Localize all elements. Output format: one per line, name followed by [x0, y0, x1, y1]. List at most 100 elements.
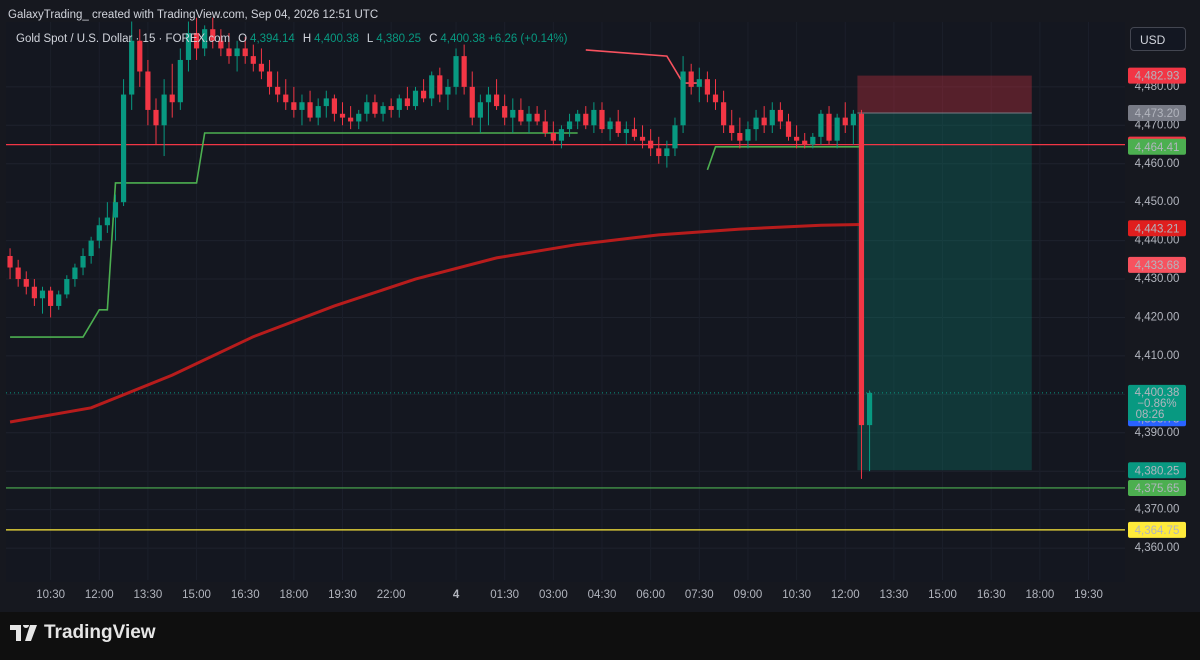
x-tick-label: 06:00: [636, 589, 665, 601]
candle-body: [769, 109, 775, 126]
candle-body: [153, 109, 159, 126]
candle-body: [802, 140, 808, 145]
x-tick-label: 09:00: [734, 589, 763, 601]
x-tick-label: 15:00: [928, 589, 957, 601]
candle-body: [388, 106, 394, 110]
candle-body: [80, 255, 86, 268]
candle-body: [858, 113, 865, 426]
candle-body: [534, 113, 540, 122]
price-tag-label: 4,364.75: [1135, 525, 1180, 537]
candle-body: [712, 94, 719, 103]
candle-body: [615, 121, 621, 133]
x-tick-label: 10:30: [36, 589, 65, 601]
candle-body: [526, 113, 532, 122]
candle-body: [672, 125, 678, 149]
candle-body: [510, 109, 516, 118]
candle-body: [575, 113, 581, 122]
candle-body: [599, 109, 605, 130]
candle-body: [656, 148, 662, 157]
candle-body: [283, 94, 289, 103]
candle-body: [818, 113, 824, 137]
candle-body: [558, 129, 565, 141]
x-tick-label: 18:00: [1025, 589, 1054, 601]
x-tick-label: 16:30: [231, 589, 260, 601]
candle-body: [761, 117, 767, 126]
candle-body: [493, 94, 500, 107]
currency-button[interactable]: USD: [1130, 27, 1186, 51]
candle-body: [364, 102, 370, 114]
candle-body: [104, 217, 110, 226]
candle-body: [445, 86, 451, 95]
candle-body: [680, 71, 686, 126]
x-tick-label: 01:30: [490, 589, 519, 601]
candle-body: [112, 202, 119, 218]
y-tick-label: 4,450.00: [1135, 196, 1180, 208]
candle-body: [421, 90, 427, 99]
target-zone: [857, 113, 1032, 471]
candle-body: [729, 125, 735, 133]
candle-body: [404, 98, 410, 107]
y-tick-label: 4,360.00: [1135, 542, 1180, 554]
high: 4,400.38: [314, 33, 359, 45]
candle-body: [31, 286, 37, 299]
candle-body: [834, 117, 840, 141]
candle-body: [56, 294, 62, 306]
price-tag-label: 4,464.41: [1135, 142, 1180, 154]
candle-body: [566, 121, 573, 130]
price-tag: [1128, 479, 1186, 496]
candle-body: [226, 48, 232, 57]
candle-body: [291, 102, 297, 110]
last-price-tag: [1128, 384, 1186, 421]
price-tag-label: 4,433.68: [1135, 260, 1180, 272]
y-tick-label: 4,430.00: [1135, 273, 1180, 285]
candle-body: [193, 33, 200, 49]
candle-body: [461, 56, 467, 87]
candle-body: [639, 136, 646, 141]
candle-body: [485, 94, 492, 103]
candle-body: [275, 86, 281, 95]
x-tick-label: 07:30: [685, 589, 714, 601]
price-tag: [1128, 256, 1186, 273]
candle-body: [542, 121, 548, 133]
candle-body: [258, 63, 265, 72]
low-key: L: [366, 33, 374, 45]
candle-body: [88, 240, 94, 256]
candle-body: [129, 40, 135, 95]
change: +6.26 (+0.14%): [488, 33, 568, 45]
close: 4,400.38: [440, 33, 486, 45]
brand: TradingView: [44, 622, 156, 643]
x-tick-label: 18:00: [279, 589, 308, 601]
x-tick-label: 19:30: [328, 589, 357, 601]
y-tick-label: 4,480.00: [1135, 81, 1180, 93]
candle-body: [323, 98, 329, 107]
candle-body: [96, 225, 102, 241]
y-tick-label: 4,440.00: [1135, 235, 1180, 247]
credit: GalaxyTrading_ created with TradingView.…: [8, 9, 379, 21]
y-tick-label: 4,370.00: [1135, 504, 1180, 516]
x-tick-label: 12:00: [85, 589, 114, 601]
x-tick-label: 16:30: [977, 589, 1006, 601]
candle-body: [202, 29, 208, 49]
candle-body: [518, 109, 524, 122]
x-tick-label: 10:30: [782, 589, 811, 601]
candle-body: [72, 267, 78, 280]
last-price-change: −0.86%: [1137, 398, 1176, 410]
candle-body: [137, 40, 143, 72]
candle-body: [704, 79, 710, 95]
candle-body: [648, 140, 654, 149]
price-tag: [1128, 138, 1186, 155]
candle-body: [623, 129, 629, 133]
candle-body: [64, 279, 70, 295]
chart: 4,360.004,370.004,380.004,390.004,400.00…: [0, 0, 1200, 612]
candle-body: [299, 102, 305, 110]
candle-body: [453, 56, 459, 87]
candle-body: [429, 75, 435, 99]
x-tick-label: 13:30: [880, 589, 909, 601]
candle-body: [48, 290, 54, 306]
candle-body: [583, 113, 589, 126]
close-key: C: [429, 33, 438, 45]
y-tick-label: 4,410.00: [1135, 350, 1180, 362]
price-tag-label: 4,473.20: [1135, 108, 1180, 120]
x-tick-label: 22:00: [377, 589, 406, 601]
